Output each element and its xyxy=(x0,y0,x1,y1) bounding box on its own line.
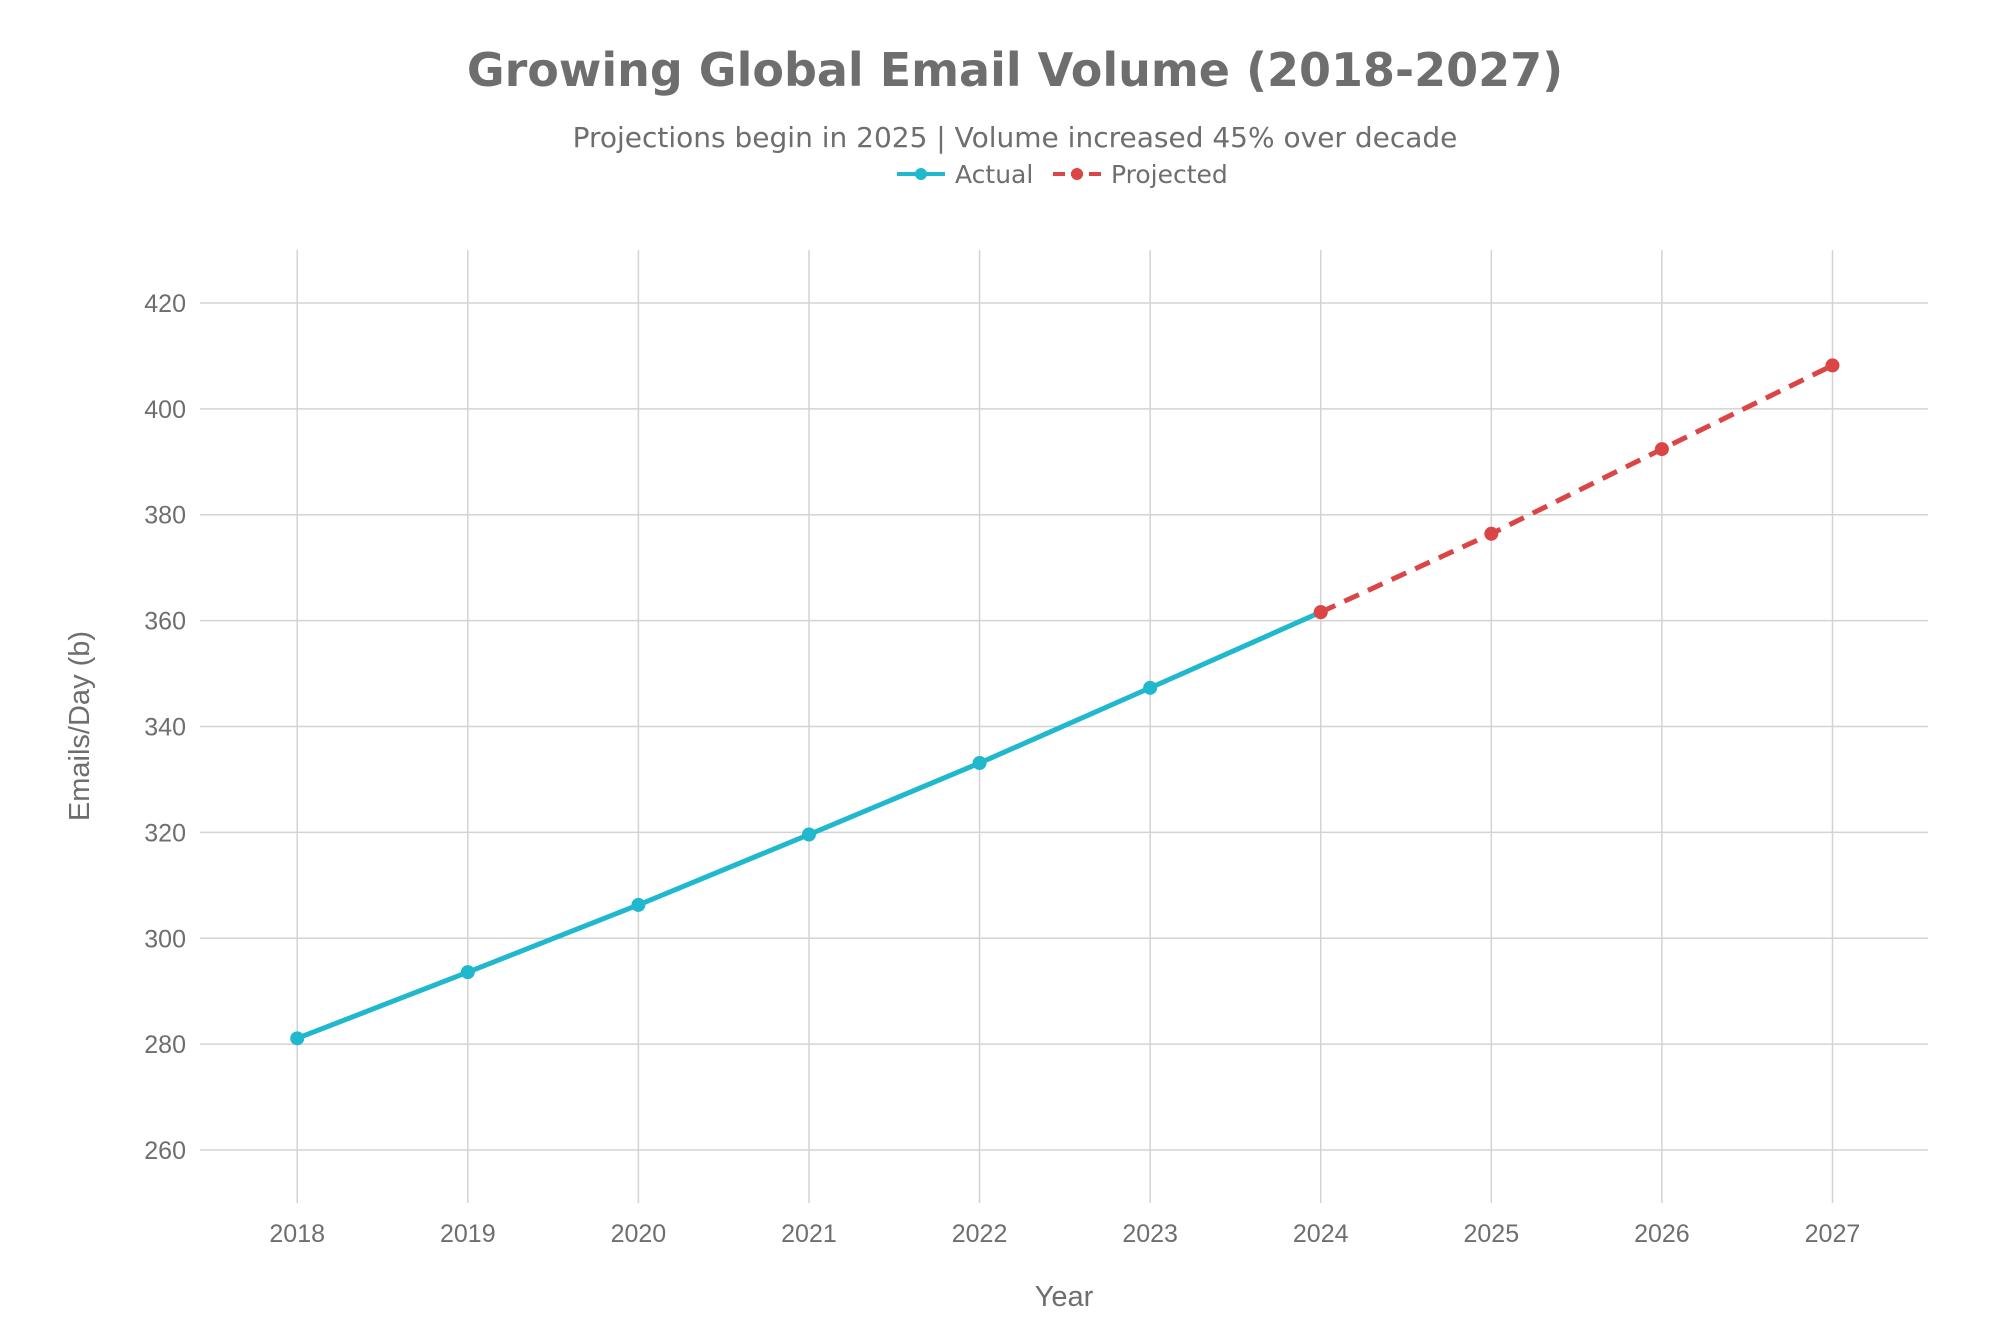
data-point-projected-2027[interactable] xyxy=(1825,358,1840,373)
data-point-projected-2024[interactable] xyxy=(1313,605,1328,620)
x-tick-label: 2024 xyxy=(1293,1220,1349,1248)
data-point-actual-2021[interactable] xyxy=(801,827,816,842)
x-tick-label: 2020 xyxy=(611,1220,667,1248)
legend-marker-projected xyxy=(1071,168,1083,180)
x-tick-label: 2022 xyxy=(952,1220,1008,1248)
y-tick-label: 400 xyxy=(144,396,186,424)
y-tick-label: 320 xyxy=(144,819,186,847)
legend-item-projected[interactable]: Projected xyxy=(1053,160,1228,189)
y-tick-label: 340 xyxy=(144,714,186,742)
data-point-actual-2022[interactable] xyxy=(972,756,987,771)
data-point-actual-2023[interactable] xyxy=(1143,680,1158,695)
data-point-actual-2020[interactable] xyxy=(631,897,646,912)
x-tick-label: 2021 xyxy=(781,1220,837,1248)
y-axis-ticks: 260 280 300 320 340 360 380 400 420 xyxy=(144,290,186,1165)
data-point-actual-2018[interactable] xyxy=(290,1031,305,1046)
x-tick-label: 2025 xyxy=(1463,1220,1519,1248)
data-point-projected-2026[interactable] xyxy=(1654,442,1669,457)
y-tick-label: 260 xyxy=(144,1137,186,1165)
y-axis-label: Emails/Day (b) xyxy=(64,631,96,821)
data-point-projected-2025[interactable] xyxy=(1484,526,1499,541)
x-tick-label: 2023 xyxy=(1122,1220,1178,1248)
x-tick-label: 2027 xyxy=(1805,1220,1861,1248)
x-tick-label: 2018 xyxy=(269,1220,325,1248)
x-tick-label: 2026 xyxy=(1634,1220,1690,1248)
x-axis-label: Year xyxy=(1035,1281,1094,1313)
y-tick-label: 380 xyxy=(144,502,186,530)
y-tick-label: 360 xyxy=(144,608,186,636)
legend-label-actual: Actual xyxy=(955,160,1033,189)
series-line-projected xyxy=(1319,363,1834,615)
y-tick-label: 420 xyxy=(144,290,186,318)
legend: Actual Projected xyxy=(897,160,1228,189)
legend-item-actual[interactable]: Actual xyxy=(897,160,1033,189)
y-tick-label: 300 xyxy=(144,925,186,953)
x-axis-ticks: 2018 2019 2020 2021 2022 2023 2024 2025 2026 2027 xyxy=(269,1220,1860,1248)
legend-label-projected: Projected xyxy=(1111,160,1228,189)
chart-title: Growing Global Email Volume (2018-2027) xyxy=(467,43,1563,97)
legend-marker-actual xyxy=(915,168,927,180)
series-layer xyxy=(290,358,1840,1046)
y-tick-label: 280 xyxy=(144,1031,186,1059)
data-point-actual-2019[interactable] xyxy=(460,965,475,980)
x-tick-label: 2019 xyxy=(440,1220,496,1248)
gridlines xyxy=(200,250,1928,1203)
chart-subtitle: Projections begin in 2025 | Volume incre… xyxy=(573,121,1458,154)
